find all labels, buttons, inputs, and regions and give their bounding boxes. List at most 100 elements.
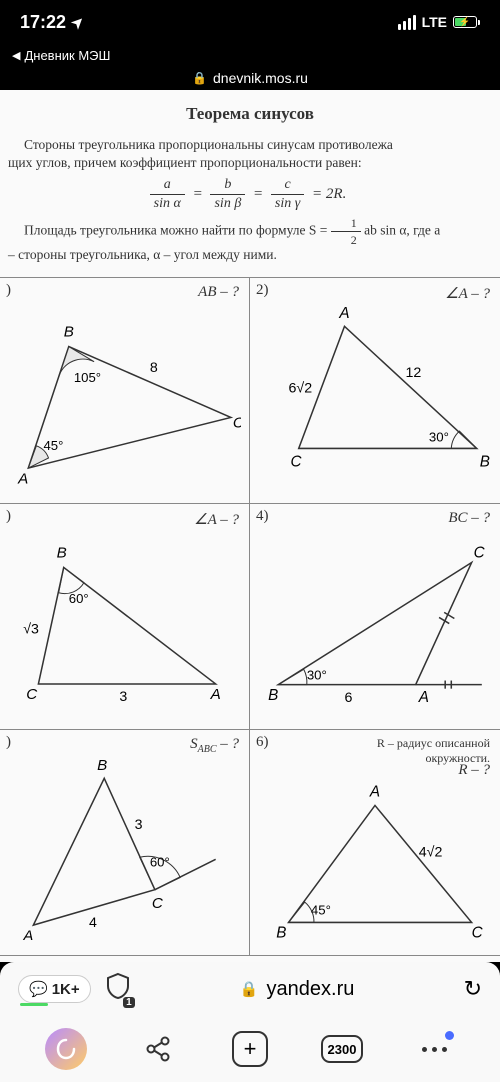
cell-number: 4)	[256, 508, 269, 525]
signal-icon	[398, 15, 416, 30]
cell-3: ) ∠A – ? B C A 60° √3 3	[0, 504, 250, 729]
location-icon: ➤	[68, 12, 88, 32]
address-row: 💬 1K+ 1 🔒 yandex.ru ↻	[0, 962, 500, 1016]
triangle-5: A B C 3 60° 4	[8, 758, 241, 940]
svg-text:8: 8	[150, 360, 158, 376]
triangle-6: A B C 45° 4√2	[258, 780, 492, 962]
area-line2: – стороны треугольника, α – угол между н…	[8, 246, 492, 264]
cell-question: ∠A – ?	[445, 284, 490, 303]
page-url: dnevnik.mos.ru	[213, 70, 308, 86]
area-line: Площадь треугольника можно найти по форм…	[8, 217, 492, 246]
svg-text:12: 12	[406, 365, 422, 381]
svg-text:30°: 30°	[429, 429, 449, 444]
back-to-app[interactable]: ◀ Дневник МЭШ	[0, 44, 500, 66]
cell-number: )	[6, 508, 11, 525]
battery-icon: ⚡	[453, 16, 480, 28]
worksheet: Теорема синусов Стороны треугольника про…	[0, 90, 500, 962]
notification-dot	[445, 1031, 454, 1040]
triangle-4: B A C 30° 6	[258, 532, 492, 715]
comments-pill[interactable]: 💬 1K+	[18, 975, 91, 1003]
cell-number: 2)	[256, 282, 269, 299]
svg-text:√3: √3	[23, 621, 39, 637]
formula-sine: asin α = bsin β = csin γ = 2R.	[8, 178, 492, 211]
address-text: yandex.ru	[267, 978, 355, 1001]
back-app-label: Дневник МЭШ	[24, 48, 110, 63]
problem-grid: ) AB – ? B A C 105° 45° 8 2)	[0, 277, 500, 956]
svg-text:A: A	[369, 783, 380, 800]
cell-5: ) SABC – ? A B C 3 60° 4	[0, 730, 250, 955]
cell-question: AB – ?	[198, 284, 239, 301]
menu-button[interactable]	[410, 1025, 458, 1073]
svg-text:B: B	[97, 758, 107, 774]
status-time: 17:22	[20, 12, 66, 33]
cell-number: 6)	[256, 734, 269, 751]
theory-block: Стороны треугольника пропорциональны син…	[0, 136, 500, 273]
cell-question: ∠A – ?	[194, 510, 239, 529]
status-bar: 17:22 ➤ LTE ⚡	[0, 0, 500, 44]
svg-text:3: 3	[119, 689, 127, 705]
svg-text:C: C	[26, 686, 38, 703]
svg-text:30°: 30°	[307, 667, 327, 682]
svg-text:A: A	[418, 689, 429, 706]
svg-text:60°: 60°	[69, 591, 89, 606]
cell-6: 6) R – ? R – радиус описанной окружности…	[250, 730, 500, 955]
shield-count: 1	[123, 997, 135, 1008]
theory-line1: Стороны треугольника пропорциональны син…	[8, 136, 492, 154]
browser-chrome: 💬 1K+ 1 🔒 yandex.ru ↻ + 2300	[0, 962, 500, 1082]
back-chevron-icon: ◀	[12, 49, 20, 62]
cell-extra: R – радиус описанной окружности.	[340, 736, 490, 767]
svg-text:B: B	[276, 924, 286, 941]
svg-text:A: A	[22, 927, 33, 940]
svg-text:4: 4	[89, 915, 97, 931]
svg-text:C: C	[291, 453, 303, 470]
svg-text:B: B	[64, 323, 74, 340]
worksheet-title: Теорема синусов	[0, 104, 500, 124]
tabs-button[interactable]: 2300	[318, 1025, 366, 1073]
svg-text:45°: 45°	[43, 438, 63, 453]
comment-icon: 💬	[29, 980, 48, 998]
svg-text:A: A	[210, 686, 221, 703]
reload-button[interactable]: ↻	[464, 976, 482, 1002]
cell-number: )	[6, 282, 11, 299]
triangle-2: A C B 6√2 12 30°	[258, 306, 492, 489]
svg-text:3: 3	[135, 817, 143, 833]
cell-number: )	[6, 734, 11, 751]
theory-line2: щих углов, причем коэффициент пропорцион…	[8, 154, 492, 172]
svg-text:6√2: 6√2	[289, 380, 313, 396]
svg-text:C: C	[472, 924, 484, 941]
svg-text:A: A	[17, 470, 28, 487]
svg-text:B: B	[57, 544, 67, 561]
status-right: LTE ⚡	[398, 14, 480, 30]
svg-text:A: A	[338, 306, 349, 322]
svg-text:B: B	[480, 453, 490, 470]
svg-text:C: C	[152, 895, 164, 912]
home-button[interactable]	[42, 1025, 90, 1073]
url-bar[interactable]: 🔒 dnevnik.mos.ru	[0, 66, 500, 90]
comment-count: 1K+	[52, 981, 80, 998]
toolbar: + 2300	[0, 1016, 500, 1082]
cell-4: 4) BC – ? B A C 30° 6	[250, 504, 500, 729]
page-content[interactable]: Теорема синусов Стороны треугольника про…	[0, 90, 500, 962]
lock-icon: 🔒	[192, 71, 207, 85]
lock-icon: 🔒	[240, 980, 259, 998]
shield-button[interactable]: 1	[105, 972, 131, 1006]
svg-text:45°: 45°	[311, 902, 331, 917]
cell-question: BC – ?	[448, 510, 490, 527]
svg-text:C: C	[233, 414, 241, 431]
triangle-1: B A C 105° 45° 8	[8, 306, 241, 488]
share-button[interactable]	[134, 1025, 182, 1073]
address-bar[interactable]: 🔒 yandex.ru	[145, 978, 450, 1001]
svg-text:4√2: 4√2	[419, 844, 443, 860]
triangle-3: B C A 60° √3 3	[8, 532, 241, 714]
new-tab-button[interactable]: +	[226, 1025, 274, 1073]
svg-text:B: B	[268, 687, 278, 704]
status-left: 17:22 ➤	[20, 12, 84, 33]
svg-text:105°: 105°	[74, 370, 101, 385]
svg-text:6: 6	[344, 690, 352, 706]
cell-1: ) AB – ? B A C 105° 45° 8	[0, 278, 250, 503]
cell-2: 2) ∠A – ? A C B 6√2 12 30°	[250, 278, 500, 503]
svg-text:C: C	[474, 544, 486, 561]
pill-underline	[20, 1003, 48, 1006]
cell-question: SABC – ?	[190, 736, 239, 755]
network-label: LTE	[422, 14, 447, 30]
